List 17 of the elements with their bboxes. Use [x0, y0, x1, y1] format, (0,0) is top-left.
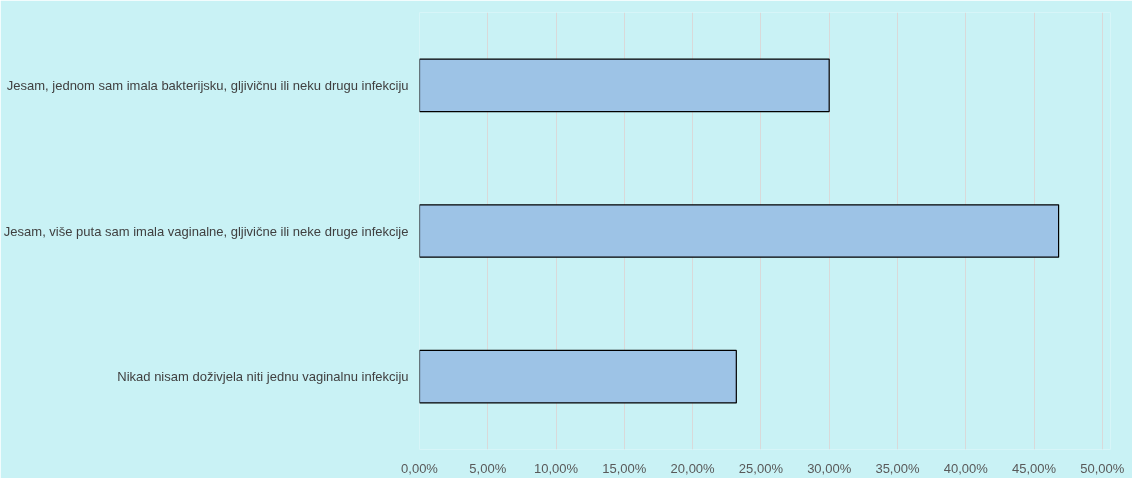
- bar: [419, 349, 737, 404]
- bar: [419, 58, 830, 113]
- x-tick-label: 25,00%: [738, 460, 784, 476]
- x-tick-label: 40,00%: [943, 460, 989, 476]
- x-tick-label: 50,00%: [1080, 460, 1125, 476]
- x-tick-label: 30,00%: [807, 460, 852, 476]
- y-tick-label: Jesam, više puta sam imala vaginalne, gljivične ili neke druge infekcije: [3, 223, 409, 239]
- x-tick-label: 35,00%: [875, 460, 920, 476]
- y-tick-label: Jesam, jednom sam imala bakterijsku, gljivičnu ili neku drugu infekciju: [6, 77, 409, 93]
- x-tick-label: 20,00%: [670, 460, 716, 476]
- y-tick-label: Nikad nisam doživjela niti jednu vaginalnu infekciju: [117, 369, 409, 385]
- x-tick-label: 15,00%: [602, 460, 647, 476]
- x-tick-label: 5,00%: [469, 460, 507, 476]
- x-tick-label: 10,00%: [534, 460, 579, 476]
- x-tick-label: 45,00%: [1011, 460, 1057, 476]
- bar: [419, 204, 1060, 258]
- x-tick-label: 0,00%: [401, 460, 439, 476]
